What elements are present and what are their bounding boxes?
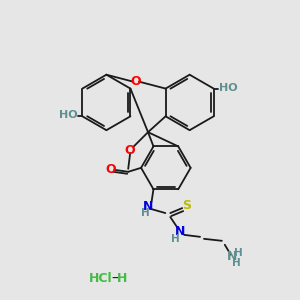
Text: H: H <box>117 272 128 285</box>
Text: HCl: HCl <box>89 272 112 285</box>
Text: H: H <box>232 258 241 268</box>
Text: HO: HO <box>59 110 77 120</box>
Text: N: N <box>143 200 154 213</box>
Text: N: N <box>175 225 185 239</box>
Text: O: O <box>131 75 141 88</box>
Text: H: H <box>171 234 180 244</box>
Text: O: O <box>105 163 116 176</box>
Text: –: – <box>111 272 118 286</box>
Text: HO: HO <box>219 82 237 93</box>
Text: O: O <box>125 143 136 157</box>
Text: N: N <box>226 250 237 263</box>
Text: H: H <box>234 248 243 258</box>
Text: S: S <box>182 199 191 212</box>
Text: H: H <box>141 208 150 218</box>
